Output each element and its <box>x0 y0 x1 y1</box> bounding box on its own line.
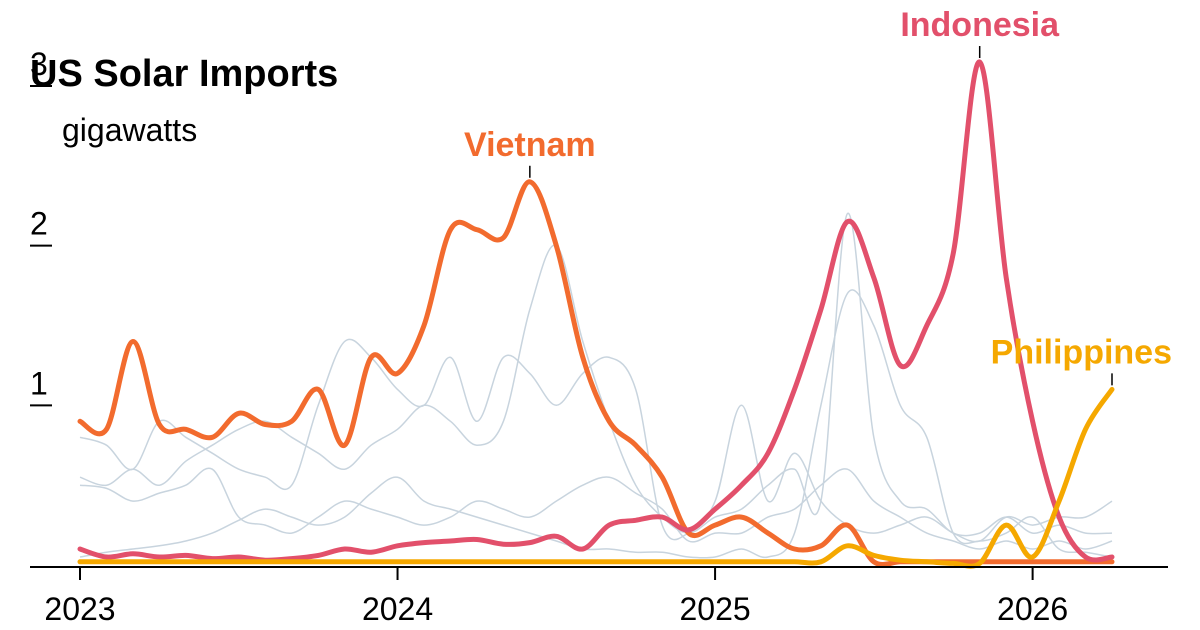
highlight-series-group <box>77 59 1115 569</box>
y-tick-label-1: 1 <box>30 365 48 401</box>
series-line-philippines <box>77 386 1115 569</box>
background-series-group <box>79 212 1113 559</box>
background-series-line-1 <box>79 338 1113 543</box>
x-tick-label-2023: 2023 <box>44 591 115 627</box>
y-tick-label-3: 3 <box>30 46 48 82</box>
series-line-indonesia <box>77 59 1115 563</box>
background-series-line-3 <box>79 467 1113 550</box>
series-label-vietnam: Vietnam <box>464 126 596 164</box>
x-tick-label-2024: 2024 <box>362 591 433 627</box>
background-series-line-4 <box>79 289 1113 559</box>
series-labels: Vietnam Indonesia Philippines <box>464 6 1172 386</box>
series-label-philippines: Philippines <box>991 333 1172 371</box>
chart-title: US Solar Imports <box>30 53 338 95</box>
x-axis-ticks: 2023 2024 2025 2026 <box>44 567 1068 627</box>
y-axis-ticks: 1 2 3 <box>30 46 52 407</box>
y-tick-label-2: 2 <box>30 206 48 242</box>
x-tick-label-2025: 2025 <box>679 591 750 627</box>
x-tick-label-2026: 2026 <box>997 591 1068 627</box>
unit-label: gigawatts <box>62 112 197 148</box>
background-series-line-2 <box>79 212 1113 537</box>
series-label-indonesia: Indonesia <box>900 6 1060 44</box>
